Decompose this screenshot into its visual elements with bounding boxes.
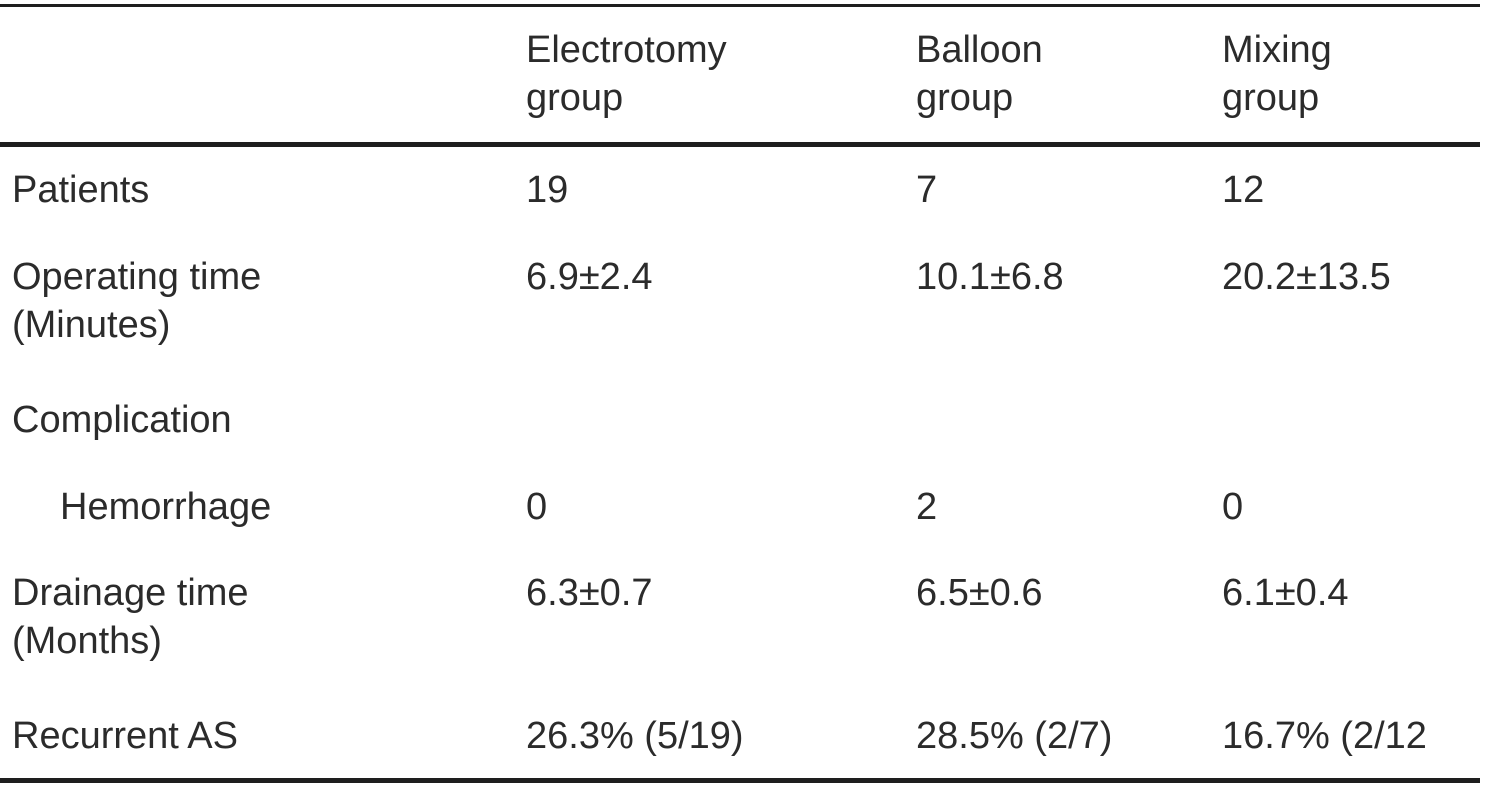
table-bottom-rule <box>0 778 1480 783</box>
cell-hemorrhage-electrotomy: 0 <box>526 486 548 528</box>
row-label-line: (Minutes) <box>12 304 171 346</box>
cell-recurrent-as-electrotomy: 26.3% (5/19) <box>526 715 744 757</box>
row-label-line: Hemorrhage <box>60 486 272 528</box>
header-line: group <box>916 77 1014 119</box>
row-label-line: Drainage time <box>12 572 249 614</box>
row-label-complication: Complication <box>12 396 232 444</box>
cell-hemorrhage-balloon: 2 <box>916 486 938 528</box>
header-line: group <box>1222 77 1320 119</box>
row-label-line: Complication <box>12 399 232 441</box>
row-label-line: Operating time <box>12 256 262 298</box>
cell-operating-time-electrotomy: 6.9±2.4 <box>526 256 653 298</box>
cell-drainage-time-mixing: 6.1±0.4 <box>1222 572 1349 614</box>
header-line: Balloon <box>916 29 1043 71</box>
cell-drainage-time-electrotomy: 6.3±0.7 <box>526 572 653 614</box>
header-electrotomy-group: Electrotomy group <box>526 26 727 122</box>
cell-recurrent-as-balloon: 28.5% (2/7) <box>916 715 1113 757</box>
header-balloon-group: Balloon group <box>916 26 1043 122</box>
table-top-rule <box>0 4 1480 7</box>
cell-hemorrhage-mixing: 0 <box>1222 486 1244 528</box>
cell-operating-time-mixing: 20.2±13.5 <box>1222 256 1391 298</box>
row-label-recurrent-as: Recurrent AS <box>12 712 238 760</box>
cell-patients-balloon: 7 <box>916 169 938 211</box>
row-label-line: Patients <box>12 169 150 211</box>
header-line: Mixing <box>1222 29 1332 71</box>
cell-operating-time-balloon: 10.1±6.8 <box>916 256 1064 298</box>
row-label-line: Recurrent AS <box>12 715 238 757</box>
cell-patients-mixing: 12 <box>1222 169 1265 211</box>
row-label-hemorrhage: Hemorrhage <box>60 483 271 531</box>
row-label-operating-time: Operating time (Minutes) <box>12 253 261 349</box>
header-mixing-group: Mixing group <box>1222 26 1332 122</box>
row-label-line: (Months) <box>12 620 162 662</box>
cell-drainage-time-balloon: 6.5±0.6 <box>916 572 1043 614</box>
cell-recurrent-as-mixing: 16.7% (2/12 <box>1222 715 1427 757</box>
header-line: Electrotomy <box>526 29 727 71</box>
cell-patients-electrotomy: 19 <box>526 169 569 211</box>
row-label-drainage-time: Drainage time (Months) <box>12 569 249 665</box>
row-label-patients: Patients <box>12 166 149 214</box>
header-line: group <box>526 77 624 119</box>
table-header-rule <box>0 142 1480 147</box>
